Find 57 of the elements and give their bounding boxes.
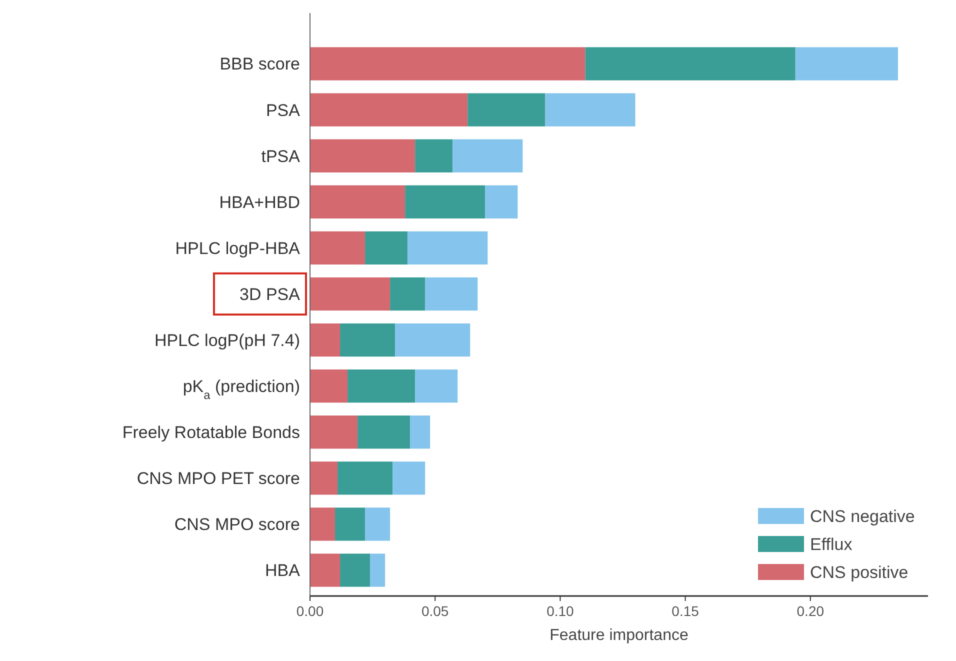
bar — [365, 508, 390, 541]
bar — [545, 93, 636, 126]
y-tick-label: BBB score — [220, 54, 300, 74]
bar — [338, 462, 393, 495]
y-tick-label: pK$_{a}$ (prediction) — [182, 377, 300, 402]
x-tick-label: 0.20 — [796, 603, 824, 619]
bar — [485, 185, 518, 218]
legend-label: Efflux — [810, 534, 853, 554]
bar — [395, 323, 470, 357]
y-tick-label: PSA — [266, 100, 301, 120]
bar — [310, 416, 358, 449]
bar — [310, 554, 340, 587]
bar — [452, 139, 523, 172]
y-tick-label: HPLC logP(pH 7.4) — [154, 330, 300, 350]
y-tick-label: CNS MPO score — [174, 515, 300, 534]
bar — [370, 554, 386, 587]
bar — [310, 323, 340, 357]
bar — [348, 369, 416, 403]
bar — [310, 93, 468, 126]
y-tick-label: HPLC logP-HBA — [175, 238, 301, 258]
bar — [410, 416, 430, 449]
bar — [310, 231, 366, 265]
bar — [310, 508, 336, 541]
bar — [365, 231, 408, 265]
bar — [795, 47, 898, 80]
y-tick-label: HBA+HBD — [219, 192, 300, 212]
bar — [310, 369, 348, 403]
bar — [310, 47, 586, 80]
bar — [358, 416, 410, 449]
bar — [468, 93, 546, 126]
bar — [340, 554, 370, 587]
bar — [415, 139, 453, 172]
y-tick-label: CNS MPO PET score — [136, 469, 300, 488]
legend-label: CNS negative — [810, 506, 915, 526]
y-tick-label: 3D PSA — [240, 284, 301, 304]
bar — [340, 323, 396, 357]
x-tick-label: 0.10 — [546, 603, 574, 619]
bar — [335, 508, 366, 541]
bar — [425, 277, 478, 311]
x-tick-label: 0.00 — [296, 603, 324, 619]
y-tick-label: HBA — [265, 561, 301, 580]
bar — [585, 47, 796, 80]
bar — [392, 462, 426, 495]
bar — [415, 369, 458, 403]
bar — [408, 231, 488, 265]
x-tick-label: 0.05 — [421, 603, 449, 619]
x-tick-label: 0.15 — [672, 603, 700, 619]
y-tick-label: tPSA — [261, 146, 301, 166]
bar — [390, 277, 426, 311]
bar — [310, 462, 338, 495]
legend-label: CNS positive — [810, 562, 908, 582]
bar — [310, 185, 406, 218]
bar — [310, 139, 416, 172]
bar — [310, 277, 390, 311]
x-axis-title: Feature importance — [550, 627, 688, 644]
bar — [405, 185, 486, 218]
y-tick-label: Freely Rotatable Bonds — [122, 423, 300, 442]
